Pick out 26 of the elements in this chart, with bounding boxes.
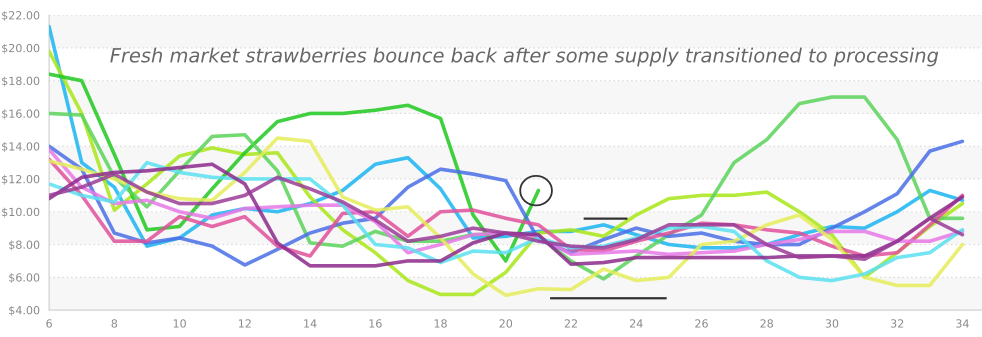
- x-tick-label: 26: [695, 319, 708, 328]
- x-tick-label: 14: [304, 319, 316, 328]
- y-tick-label: $12.00: [2, 174, 40, 185]
- x-tick-label: 10: [174, 319, 186, 328]
- y-tick-label: $22.00: [2, 10, 40, 22]
- x-tick-label: 24: [630, 319, 643, 328]
- y-tick-label: $18.00: [2, 76, 40, 87]
- x-tick-label: 12: [238, 319, 251, 328]
- x-tick-label: 8: [112, 319, 118, 328]
- y-tick-label: $20.00: [2, 44, 40, 54]
- x-tick-label: 6: [46, 319, 52, 328]
- x-tick-label: 20: [500, 319, 512, 328]
- x-tick-label: 16: [369, 319, 382, 328]
- annotation: Fresh market strawberries bounce back after some supply transitioned to processing: [110, 48, 938, 66]
- y-tick-label: $4.00: [9, 306, 40, 316]
- x-tick-label: 30: [826, 319, 838, 328]
- x-tick-label: 34: [956, 319, 969, 328]
- x-tick-label: 22: [564, 319, 577, 328]
- y-tick-label: $10.00: [2, 208, 40, 218]
- y-tick-label: $16.00: [2, 109, 40, 120]
- x-tick-label: 32: [890, 319, 904, 328]
- y-tick-label: $14.00: [2, 142, 40, 152]
- x-tick-label: 28: [760, 319, 774, 328]
- y-tick-label: $6.00: [9, 273, 40, 284]
- x-tick-label: 18: [434, 319, 447, 328]
- y-tick-label: $8.00: [9, 240, 40, 250]
